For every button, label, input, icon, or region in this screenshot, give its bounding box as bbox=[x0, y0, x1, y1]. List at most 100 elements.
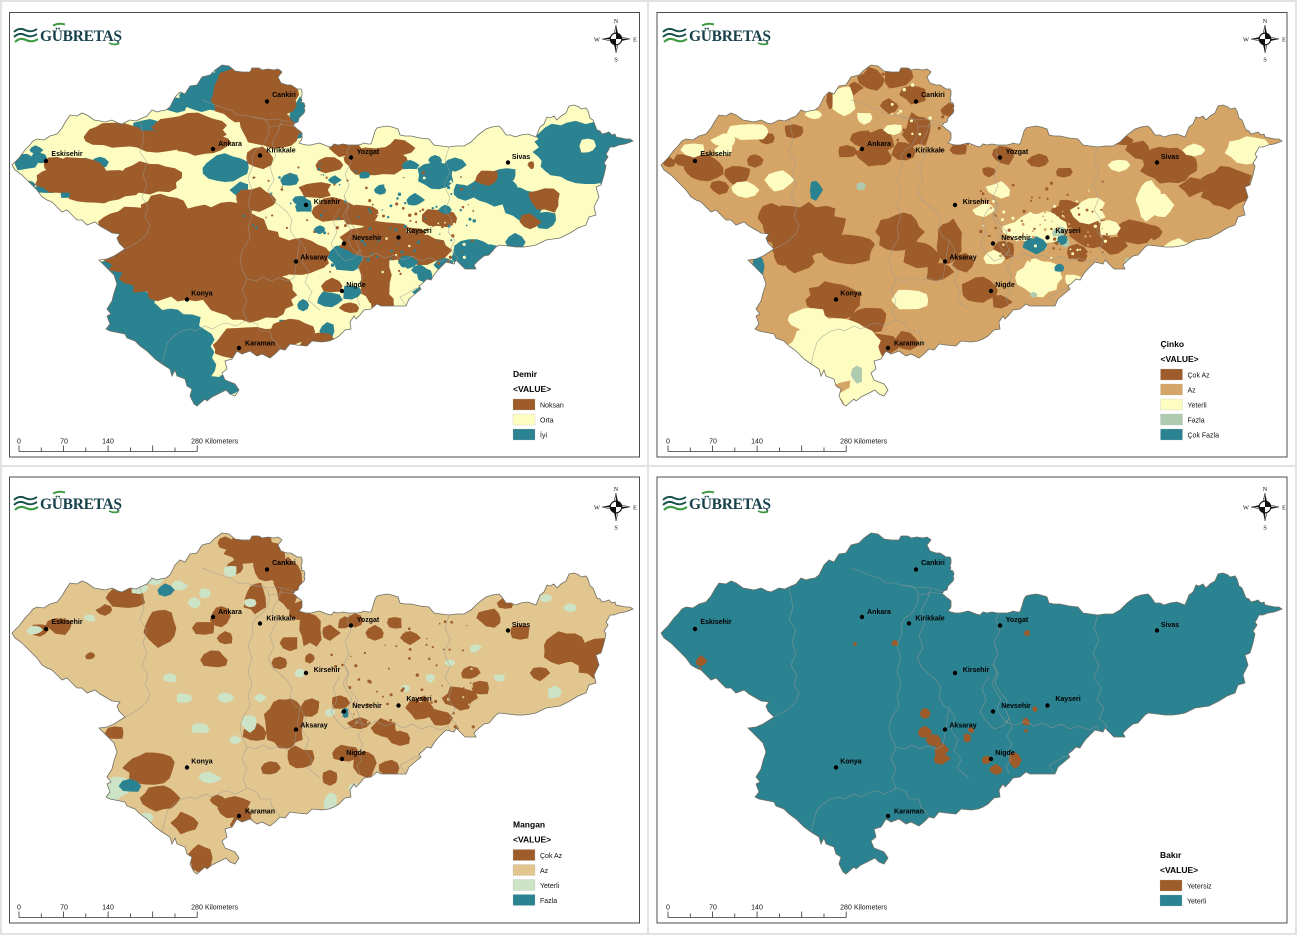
svg-text:<VALUE>: <VALUE> bbox=[513, 835, 551, 845]
svg-text:Konya: Konya bbox=[840, 291, 862, 298]
svg-text:Orta: Orta bbox=[540, 418, 554, 425]
svg-text:140: 140 bbox=[751, 439, 763, 446]
svg-text:W: W bbox=[1243, 36, 1250, 43]
svg-text:W: W bbox=[594, 36, 601, 43]
svg-text:Fazla: Fazla bbox=[1188, 418, 1205, 425]
svg-text:N: N bbox=[614, 18, 619, 25]
svg-text:Kayseri: Kayseri bbox=[406, 696, 431, 703]
svg-text:Az: Az bbox=[1188, 388, 1197, 395]
svg-text:0: 0 bbox=[17, 905, 21, 912]
svg-text:Konya: Konya bbox=[840, 759, 862, 766]
svg-text:Demir: Demir bbox=[513, 369, 538, 379]
svg-text:E: E bbox=[1282, 504, 1286, 511]
svg-text:Yozgat: Yozgat bbox=[1006, 149, 1029, 156]
svg-text:Kilometers: Kilometers bbox=[854, 439, 888, 446]
svg-text:GÜBRETAŞ: GÜBRETAŞ bbox=[689, 496, 771, 513]
svg-text:Kilometers: Kilometers bbox=[205, 439, 239, 446]
svg-text:Kirikkale: Kirikkale bbox=[266, 148, 295, 155]
svg-text:Nevsehir: Nevsehir bbox=[1001, 235, 1031, 242]
svg-text:GÜBRETAŞ: GÜBRETAŞ bbox=[40, 28, 122, 45]
svg-text:Çok Az: Çok Az bbox=[540, 853, 563, 860]
svg-text:Nigde: Nigde bbox=[346, 282, 366, 289]
svg-text:Karaman: Karaman bbox=[894, 341, 924, 348]
svg-text:Mangan: Mangan bbox=[513, 820, 545, 830]
svg-text:Kirikkale: Kirikkale bbox=[915, 148, 944, 155]
svg-text:W: W bbox=[1243, 504, 1250, 511]
svg-text:GÜBRETAŞ: GÜBRETAŞ bbox=[689, 28, 771, 45]
svg-text:N: N bbox=[1263, 486, 1268, 493]
svg-text:Kirikkale: Kirikkale bbox=[266, 616, 295, 623]
svg-text:Eskisehir: Eskisehir bbox=[700, 619, 731, 626]
svg-text:Kirsehir: Kirsehir bbox=[963, 199, 990, 206]
svg-text:Cankiri: Cankiri bbox=[921, 92, 945, 99]
svg-text:<VALUE>: <VALUE> bbox=[1161, 354, 1199, 364]
svg-text:Cankiri: Cankiri bbox=[921, 560, 945, 567]
svg-text:280: 280 bbox=[191, 905, 203, 912]
svg-text:280: 280 bbox=[191, 439, 203, 446]
svg-text:Kayseri: Kayseri bbox=[406, 228, 431, 235]
svg-text:280: 280 bbox=[840, 905, 852, 912]
svg-text:Bakır: Bakır bbox=[1160, 850, 1182, 860]
svg-text:Aksaray: Aksaray bbox=[300, 723, 327, 730]
svg-text:Az: Az bbox=[540, 868, 549, 875]
svg-text:Ankara: Ankara bbox=[867, 609, 891, 616]
svg-text:Eskisehir: Eskisehir bbox=[51, 619, 82, 626]
svg-text:Cankiri: Cankiri bbox=[272, 560, 296, 567]
svg-text:Kirsehir: Kirsehir bbox=[314, 199, 341, 206]
svg-text:Kirsehir: Kirsehir bbox=[963, 667, 990, 674]
svg-text:Nevsehir: Nevsehir bbox=[1001, 703, 1031, 710]
svg-text:Nigde: Nigde bbox=[346, 750, 366, 757]
svg-text:Çinko: Çinko bbox=[1161, 339, 1185, 349]
svg-text:Kilometers: Kilometers bbox=[205, 905, 239, 912]
svg-text:Sivas: Sivas bbox=[1161, 154, 1179, 161]
svg-text:Yozgat: Yozgat bbox=[357, 617, 380, 624]
svg-text:Aksaray: Aksaray bbox=[949, 255, 976, 262]
svg-text:Kilometers: Kilometers bbox=[854, 905, 888, 912]
svg-text:Nevsehir: Nevsehir bbox=[352, 235, 382, 242]
svg-text:N: N bbox=[1263, 18, 1268, 25]
svg-text:<VALUE>: <VALUE> bbox=[1160, 865, 1198, 875]
svg-text:Fazla: Fazla bbox=[540, 898, 557, 905]
svg-text:Konya: Konya bbox=[191, 291, 213, 298]
svg-text:E: E bbox=[633, 504, 637, 511]
svg-text:Eskisehir: Eskisehir bbox=[700, 151, 731, 158]
svg-text:Aksaray: Aksaray bbox=[949, 723, 976, 730]
svg-text:0: 0 bbox=[17, 439, 21, 446]
svg-text:Nevsehir: Nevsehir bbox=[352, 703, 382, 710]
svg-text:W: W bbox=[594, 504, 601, 511]
svg-text:Ankara: Ankara bbox=[218, 609, 242, 616]
svg-text:Konya: Konya bbox=[191, 759, 213, 766]
svg-text:S: S bbox=[1263, 57, 1267, 64]
svg-text:Kirikkale: Kirikkale bbox=[915, 616, 944, 623]
svg-text:Noksan: Noksan bbox=[540, 403, 564, 410]
svg-text:Ankara: Ankara bbox=[867, 141, 891, 148]
svg-text:S: S bbox=[614, 57, 618, 64]
svg-text:Karaman: Karaman bbox=[245, 809, 275, 816]
svg-text:140: 140 bbox=[102, 905, 114, 912]
svg-text:Ankara: Ankara bbox=[218, 141, 242, 148]
svg-text:Yeterli: Yeterli bbox=[540, 883, 560, 890]
svg-text:70: 70 bbox=[60, 905, 68, 912]
svg-text:140: 140 bbox=[102, 439, 114, 446]
svg-text:Kayseri: Kayseri bbox=[1055, 228, 1080, 235]
svg-text:Yetersiz: Yetersiz bbox=[1187, 884, 1212, 891]
svg-text:Kirsehir: Kirsehir bbox=[314, 667, 341, 674]
svg-text:70: 70 bbox=[60, 439, 68, 446]
svg-text:Aksaray: Aksaray bbox=[300, 255, 327, 262]
svg-text:Cankiri: Cankiri bbox=[272, 92, 296, 99]
svg-text:Çok Az: Çok Az bbox=[1188, 373, 1211, 380]
svg-text:Yeterli: Yeterli bbox=[1188, 403, 1208, 410]
svg-text:E: E bbox=[1282, 36, 1286, 43]
svg-text:Nigde: Nigde bbox=[995, 282, 1015, 289]
svg-text:Karaman: Karaman bbox=[894, 809, 924, 816]
svg-text:Eskisehir: Eskisehir bbox=[51, 151, 82, 158]
svg-text:İyi: İyi bbox=[540, 431, 547, 440]
svg-text:0: 0 bbox=[666, 439, 670, 446]
svg-text:70: 70 bbox=[709, 905, 717, 912]
svg-text:N: N bbox=[614, 486, 619, 493]
svg-text:Sivas: Sivas bbox=[1161, 622, 1179, 629]
svg-text:70: 70 bbox=[709, 439, 717, 446]
svg-text:Kayseri: Kayseri bbox=[1055, 696, 1080, 703]
svg-text:S: S bbox=[614, 525, 618, 532]
svg-text:S: S bbox=[1263, 525, 1267, 532]
